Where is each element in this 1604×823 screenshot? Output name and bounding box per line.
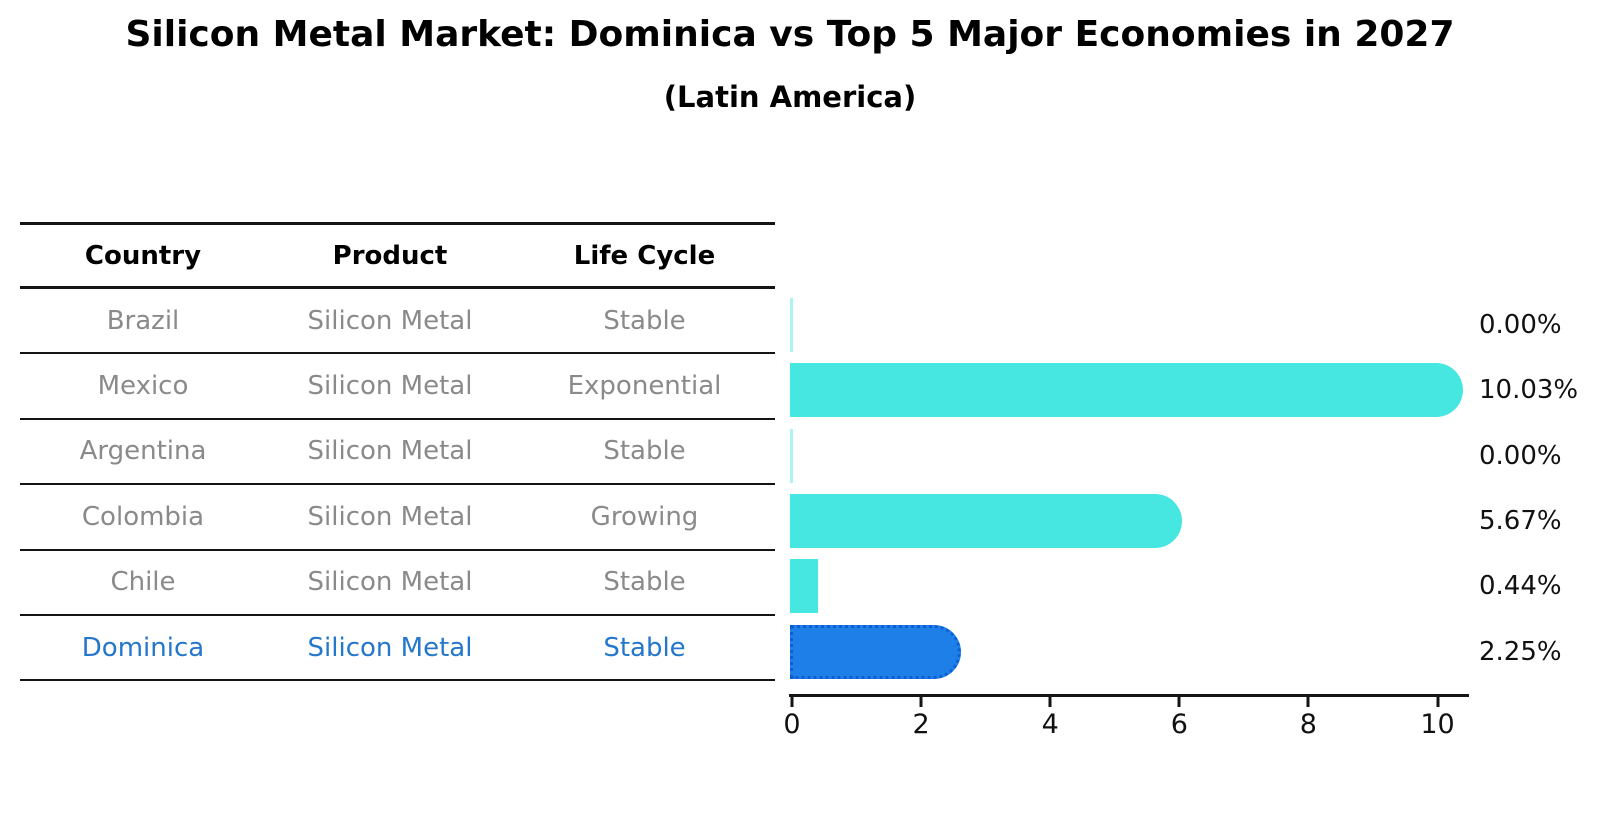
table-body: Brazil Silicon Metal Stable Mexico Silicon M… [20, 289, 775, 682]
bar-mexico [790, 363, 1464, 418]
cell-country: Brazil [106, 305, 180, 336]
bar-argentina [790, 428, 793, 483]
column-header-lifecycle: Life Cycle [573, 240, 716, 271]
column-header-product: Product [332, 240, 448, 271]
table-row-mexico: Mexico Silicon Metal Exponential [20, 354, 775, 420]
cell-country: Argentina [79, 436, 207, 467]
x-axis-line [789, 694, 1469, 697]
table-row-dominica: Dominica Silicon Metal Stable [20, 616, 775, 682]
cell-life-cycle: Stable [603, 632, 686, 663]
bar-value-label-chile: 0.44% [1479, 571, 1562, 602]
bar-value-label-argentina: 0.00% [1479, 440, 1562, 471]
cell-product: Silicon Metal [307, 305, 473, 336]
cell-life-cycle: Stable [603, 305, 686, 336]
bar-value-label-brazil: 0.00% [1479, 309, 1562, 340]
bar-dominica [790, 624, 962, 679]
x-axis-tick-label: 8 [1299, 709, 1317, 740]
x-axis-tick [790, 696, 794, 707]
bar-brazil [790, 297, 793, 352]
bar-value-label-mexico: 10.03% [1479, 375, 1579, 406]
cell-product: Silicon Metal [307, 436, 473, 467]
x-axis-tick-label: 4 [1041, 709, 1059, 740]
table-row-brazil: Brazil Silicon Metal Stable [20, 289, 775, 355]
cell-country: Chile [110, 567, 176, 598]
cell-life-cycle: Growing [590, 501, 699, 532]
cell-life-cycle: Stable [603, 436, 686, 467]
x-axis-tick-label: 2 [912, 709, 930, 740]
x-axis-tick [1048, 696, 1052, 707]
cell-product: Silicon Metal [307, 501, 473, 532]
x-axis-tick-label: 6 [1170, 709, 1188, 740]
cell-country: Colombia [81, 501, 205, 532]
cell-country: Mexico [97, 371, 189, 402]
column-header-country: Country [84, 240, 202, 271]
x-axis-tick [1306, 696, 1310, 707]
country-table: Country Product Life Cycle Brazil Silicon… [20, 222, 775, 682]
bar-colombia [790, 493, 1182, 548]
table-header-row: Country Product Life Cycle [20, 222, 775, 289]
chart-subtitle: (Latin America) [663, 80, 917, 114]
x-axis-tick [919, 696, 923, 707]
x-axis-tick [1177, 696, 1181, 707]
table-row-chile: Chile Silicon Metal Stable [20, 551, 775, 616]
cell-life-cycle: Stable [603, 567, 686, 598]
cell-product: Silicon Metal [307, 632, 473, 663]
table-row-colombia: Colombia Silicon Metal Growing [20, 485, 775, 551]
bar-value-label-dominica: 2.25% [1479, 636, 1562, 667]
table-row-argentina: Argentina Silicon Metal Stable [20, 420, 775, 486]
cell-country: Dominica [81, 632, 205, 663]
cell-life-cycle: Exponential [567, 371, 722, 402]
bar-chile [790, 559, 819, 614]
chart-title: Silicon Metal Market: Dominica vs Top 5 … [125, 14, 1455, 55]
x-axis-tick-label: 0 [783, 709, 801, 740]
bar-value-label-colombia: 5.67% [1479, 505, 1562, 536]
cell-product: Silicon Metal [307, 371, 473, 402]
x-axis-tick [1436, 696, 1439, 707]
x-axis-tick-label: 10 [1420, 709, 1455, 740]
cell-product: Silicon Metal [307, 567, 473, 598]
